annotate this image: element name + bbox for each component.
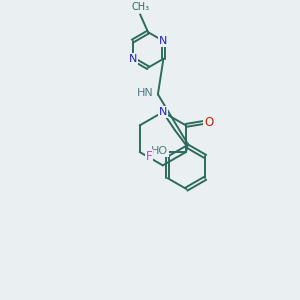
Text: HO: HO [151, 146, 168, 156]
Text: N: N [128, 54, 137, 64]
Text: HN: HN [137, 88, 153, 98]
Text: O: O [204, 116, 213, 129]
Text: CH₃: CH₃ [131, 2, 149, 13]
Text: N: N [159, 107, 167, 117]
Text: N: N [159, 36, 168, 46]
Text: F: F [146, 150, 152, 163]
